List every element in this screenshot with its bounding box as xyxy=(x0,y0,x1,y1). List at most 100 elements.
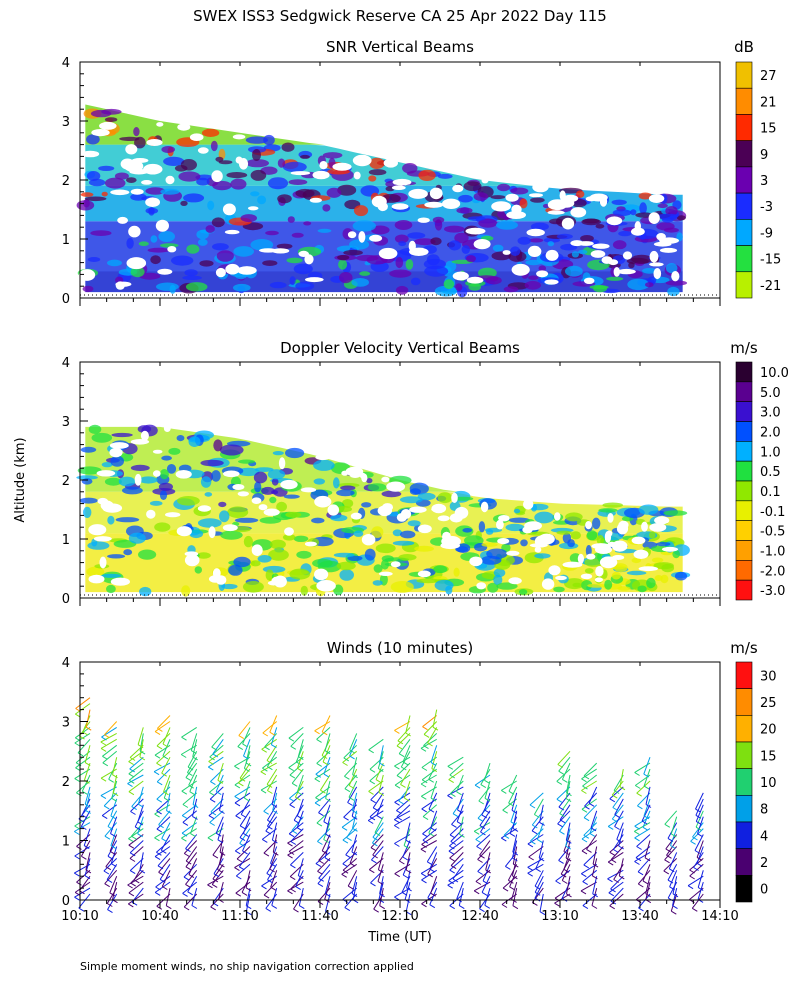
wind-barb xyxy=(559,804,571,821)
wind-barb-flag xyxy=(695,808,701,813)
heatmap-cell xyxy=(277,194,292,204)
heatmap-cell xyxy=(250,169,267,181)
heatmap-cell xyxy=(130,464,150,471)
wind-barb-flag xyxy=(645,893,651,898)
wind-barb-flag xyxy=(369,768,376,773)
wind-barb xyxy=(450,828,464,842)
wind-barb xyxy=(643,798,651,816)
wind-barb-flag xyxy=(111,797,117,802)
wind-barb xyxy=(405,715,411,734)
wind-barb-flag xyxy=(128,838,134,843)
wind-barb-flag xyxy=(501,904,508,908)
heatmap-cell xyxy=(547,241,555,247)
heatmap-gap xyxy=(562,561,583,568)
heatmap-cell xyxy=(580,235,594,242)
wind-barb xyxy=(619,769,624,787)
x-tick-label: 10:10 xyxy=(61,909,98,924)
heatmap-cell xyxy=(375,543,396,554)
wind-barb xyxy=(612,834,624,850)
wind-barb-flag xyxy=(404,797,410,802)
colorbar-label: -1.0 xyxy=(760,544,785,559)
wind-barb xyxy=(315,852,331,864)
wind-barb-flag xyxy=(314,730,320,735)
heatmap-cell xyxy=(395,285,409,295)
heatmap-cell xyxy=(333,584,344,596)
wind-barb xyxy=(323,804,331,822)
heatmap-cell xyxy=(336,561,356,571)
heatmap-cell xyxy=(128,532,146,544)
heatmap-cell xyxy=(407,520,421,527)
wind-barb xyxy=(234,792,251,804)
heatmap-gap xyxy=(452,184,464,193)
wind-barb xyxy=(157,715,171,729)
wind-barb-flag xyxy=(129,858,136,862)
heatmap-cell xyxy=(649,531,656,539)
wind-barb-flag xyxy=(450,793,456,798)
heatmap-cell xyxy=(560,243,578,251)
wind-barb xyxy=(689,858,704,871)
wind-barb xyxy=(429,887,438,905)
heatmap-gap xyxy=(197,147,209,154)
heatmap-gap xyxy=(424,201,444,208)
wind-barb xyxy=(403,780,411,799)
heatmap-gap xyxy=(177,123,191,131)
heatmap-cell xyxy=(463,181,482,192)
wind-barb xyxy=(634,822,651,832)
wind-barb xyxy=(527,863,544,874)
wind-barb-flag xyxy=(290,888,296,893)
heatmap-gap xyxy=(284,527,294,536)
wind-barb-flag xyxy=(372,842,378,847)
wind-barb xyxy=(511,858,518,876)
wind-barb xyxy=(349,733,358,751)
heatmap-gap xyxy=(649,262,664,267)
wind-barb-flag xyxy=(420,872,427,877)
wind-barb xyxy=(667,864,678,881)
wind-barb-flag xyxy=(563,851,570,855)
heatmap-gap xyxy=(184,554,200,567)
wind-barb xyxy=(591,858,598,876)
wind-barb-flag xyxy=(645,804,652,808)
wind-barb xyxy=(186,756,198,773)
wind-barb xyxy=(219,834,224,853)
wind-barb-flag xyxy=(84,803,91,808)
wind-barb xyxy=(351,876,358,894)
heatmap-cell xyxy=(410,277,421,286)
wind-barb xyxy=(162,727,171,745)
heatmap-cell xyxy=(183,193,205,203)
colorbar-label: 2.0 xyxy=(760,425,781,440)
heatmap-cell xyxy=(322,152,343,159)
heatmap-cell xyxy=(571,251,580,258)
wind-barb xyxy=(242,727,251,745)
heatmap-cell xyxy=(352,220,376,232)
wind-barb-flag xyxy=(527,866,533,871)
wind-barb-flag xyxy=(427,873,433,878)
wind-barb-flag xyxy=(287,854,293,859)
wind-barb-flag xyxy=(315,863,322,868)
heatmap-cell xyxy=(381,559,389,570)
wind-barb-flag xyxy=(558,770,564,775)
colorbar-swatch xyxy=(735,219,753,246)
wind-barb-flag xyxy=(217,779,224,784)
wind-barb-flag xyxy=(267,819,273,824)
wind-barb-flag xyxy=(104,734,110,739)
heatmap-cell xyxy=(158,231,175,242)
wind-barb xyxy=(245,870,251,888)
heatmap-cell xyxy=(293,535,309,542)
wind-barb-flag xyxy=(427,742,433,747)
heatmap-gap xyxy=(109,447,123,458)
heatmap-gap xyxy=(383,158,398,168)
wind-barb-flag xyxy=(293,908,299,913)
wind-barb xyxy=(344,893,358,908)
heatmap-gap xyxy=(440,541,461,550)
wind-barb xyxy=(238,852,251,868)
wind-barb-flag xyxy=(191,750,197,755)
wind-barb-flag xyxy=(402,761,409,766)
wind-barb-flag xyxy=(480,831,486,836)
heatmap-cell xyxy=(663,510,688,516)
wind-barb xyxy=(559,816,571,832)
wind-barb-flag xyxy=(215,832,222,837)
wind-barb-flag xyxy=(405,869,412,874)
wind-barb xyxy=(325,893,331,912)
wind-barb-flag xyxy=(156,745,163,750)
wind-barb xyxy=(479,810,491,826)
